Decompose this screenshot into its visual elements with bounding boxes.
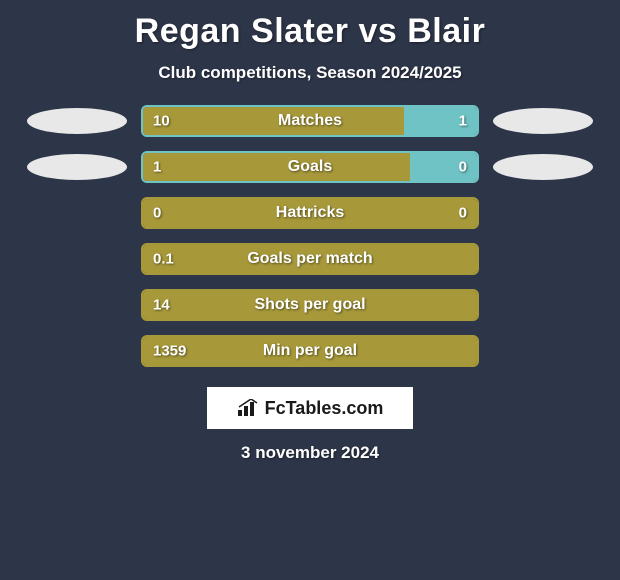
metric-label: Goals [288, 158, 332, 176]
bar-segment-right: 0 [410, 153, 477, 181]
player1-marker [27, 154, 127, 180]
metric-label: Goals per match [247, 250, 372, 268]
metric-row: 0 0 Hattricks [0, 197, 620, 229]
metrics-container: 101Matches10Goals00Hattricks0.1Goals per… [0, 105, 620, 367]
metric-row: 14 Shots per goal [0, 289, 620, 321]
comparison-bar: 1359 Min per goal [141, 335, 479, 367]
marker-placeholder [27, 200, 127, 226]
marker-placeholder [493, 292, 593, 318]
branding-box: FcTables.com [207, 387, 413, 429]
metric-row: 1359 Min per goal [0, 335, 620, 367]
date-text: 3 november 2024 [0, 443, 620, 463]
vs-text: vs [358, 12, 397, 50]
metric-row: 0.1 Goals per match [0, 243, 620, 275]
player1-value: 1359 [153, 343, 186, 360]
marker-placeholder [27, 292, 127, 318]
metric-label: Shots per goal [254, 296, 365, 314]
bar-segment-left: 1 [143, 153, 410, 181]
player1-name: Regan Slater [135, 12, 349, 50]
comparison-bar: 0 0 Hattricks [141, 197, 479, 229]
page-title: Regan Slater vs Blair [0, 0, 620, 51]
metric-row: 1 0 Goals [0, 151, 620, 183]
metric-row: 10 1 Matches [0, 105, 620, 137]
marker-placeholder [493, 200, 593, 226]
branding-text: FcTables.com [265, 398, 384, 419]
comparison-bar: 14 Shots per goal [141, 289, 479, 321]
player1-value: 10 [153, 113, 170, 130]
player1-value: 0.1 [153, 251, 174, 268]
bar-segment-right: 1 [404, 107, 477, 135]
player2-name: Blair [407, 12, 485, 50]
player2-value: 1 [459, 113, 467, 130]
comparison-bar: 10 1 Matches [141, 105, 479, 137]
player2-value: 0 [459, 205, 467, 222]
chart-icon [237, 399, 259, 417]
player2-marker [493, 108, 593, 134]
marker-placeholder [27, 338, 127, 364]
player1-value: 14 [153, 297, 170, 314]
marker-placeholder [27, 246, 127, 272]
metric-label: Min per goal [263, 342, 357, 360]
comparison-bar: 0.1 Goals per match [141, 243, 479, 275]
marker-placeholder [493, 338, 593, 364]
subtitle: Club competitions, Season 2024/2025 [0, 63, 620, 83]
player2-marker [493, 154, 593, 180]
player1-value: 1 [153, 159, 161, 176]
marker-placeholder [493, 246, 593, 272]
metric-label: Matches [278, 112, 342, 130]
player2-value: 0 [459, 159, 467, 176]
player1-marker [27, 108, 127, 134]
comparison-bar: 1 0 Goals [141, 151, 479, 183]
metric-label: Hattricks [276, 204, 344, 222]
player1-value: 0 [153, 205, 161, 222]
bar-segment-left: 10 [143, 107, 404, 135]
